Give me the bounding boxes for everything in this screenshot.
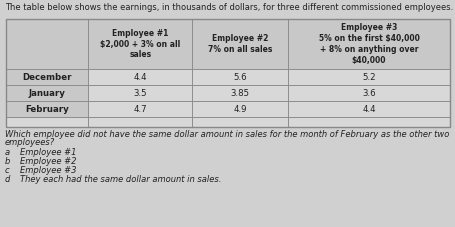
Bar [192,117,287,127]
Text: 4.9: 4.9 [233,104,247,114]
Text: Which employee did not have the same dollar amount in sales for the month of Feb: Which employee did not have the same dol… [5,130,448,139]
Text: Employee #1: Employee #1 [20,148,76,157]
Bar [287,69,449,85]
Text: 5.6: 5.6 [233,72,247,81]
Text: 4.4: 4.4 [361,104,375,114]
Bar [6,69,88,85]
Bar [88,19,192,69]
Text: 3.6: 3.6 [361,89,375,98]
Bar [6,85,88,101]
Text: d: d [5,175,10,184]
Bar [88,69,192,85]
Bar [6,19,449,127]
Text: December: December [22,72,72,81]
Bar [192,19,287,69]
Text: employees?: employees? [5,138,55,147]
Bar [287,19,449,69]
Text: February: February [25,104,69,114]
Bar [88,117,192,127]
Bar [6,19,88,69]
Text: 4.7: 4.7 [133,104,147,114]
Text: a: a [5,148,10,157]
Text: Employee #2
7% on all sales: Employee #2 7% on all sales [207,34,272,54]
Bar [6,101,88,117]
Text: 5.2: 5.2 [361,72,375,81]
Text: 3.5: 3.5 [133,89,147,98]
Bar [192,85,287,101]
Text: Employee #2: Employee #2 [20,157,76,166]
Text: Employee #1
$2,000 + 3% on all
sales: Employee #1 $2,000 + 3% on all sales [100,29,180,59]
Bar [192,69,287,85]
Text: They each had the same dollar amount in sales.: They each had the same dollar amount in … [20,175,221,184]
Text: January: January [29,89,66,98]
Bar [88,85,192,101]
Bar [287,117,449,127]
Text: b: b [5,157,10,166]
Bar [88,101,192,117]
Text: Employee #3
5% on the first $40,000
+ 8% on anything over
$40,000: Employee #3 5% on the first $40,000 + 8%… [318,23,419,65]
Text: c: c [5,166,10,175]
Text: Employee #3: Employee #3 [20,166,76,175]
Bar [287,101,449,117]
Bar [6,117,88,127]
Bar [192,101,287,117]
Text: The table below shows the earnings, in thousands of dollars, for three different: The table below shows the earnings, in t… [5,3,452,12]
Bar [287,85,449,101]
Text: 3.85: 3.85 [230,89,249,98]
Text: 4.4: 4.4 [133,72,147,81]
